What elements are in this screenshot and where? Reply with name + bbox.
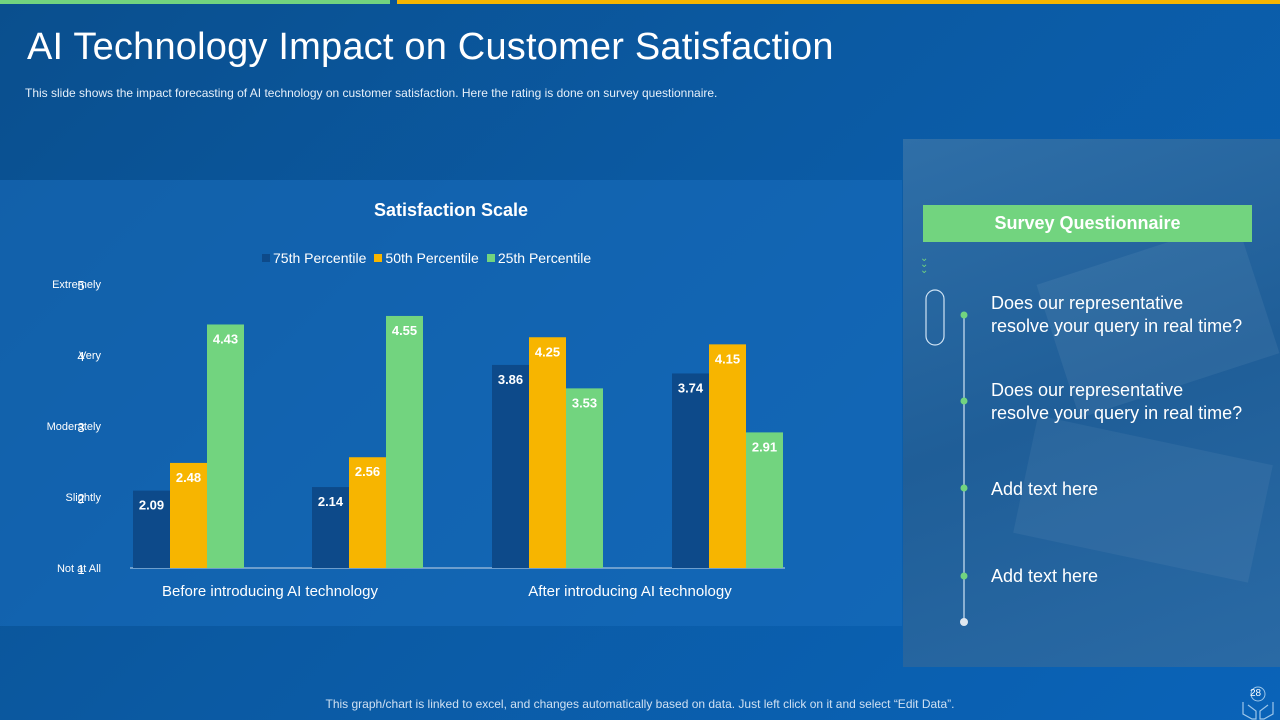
bar-s1-c1 — [349, 457, 386, 568]
data-label-s2-c3: 2.91 — [752, 439, 777, 454]
x-category-label-0: Before introducing AI technology — [162, 583, 378, 600]
y-tick-number-1: 1 — [77, 562, 84, 577]
bar-s1-c0 — [170, 462, 207, 568]
slide-subtitle: This slide shows the impact forecasting … — [25, 86, 718, 100]
x-category-label-1: After introducing AI technology — [528, 583, 732, 600]
footer-note: This graph/chart is linked to excel, and… — [325, 697, 955, 711]
survey-item-2-line-2: resolve your query in real time? — [991, 403, 1243, 423]
survey-item-1: Does our representative resolve your que… — [991, 292, 1242, 338]
top-accent-bar-yellow — [397, 0, 1280, 4]
legend-swatch-50th — [374, 254, 383, 262]
survey-item-1-line-2: resolve your query in real time? — [991, 316, 1243, 336]
data-label-s1-c2: 4.25 — [535, 344, 560, 359]
survey-item-1-line-1: Does our representative — [991, 293, 1184, 313]
y-tick-number-5: 5 — [77, 278, 84, 293]
data-label-s1-c3: 4.15 — [715, 351, 740, 366]
data-label-s1-c0: 2.48 — [176, 470, 201, 485]
legend-item-75th: 75th Percentile — [262, 250, 366, 266]
data-label-s2-c1: 4.55 — [392, 323, 417, 338]
legend-swatch-25th — [486, 254, 495, 262]
bar-s1-c3 — [709, 344, 746, 568]
survey-item-4: Add text here — [991, 565, 1098, 588]
bar-s1-c2 — [529, 337, 566, 568]
bar-s0-c2 — [492, 364, 529, 568]
survey-item-3: Add text here — [991, 478, 1098, 501]
bar-s0-c0 — [133, 490, 170, 568]
y-tick-label-1: Not at All — [57, 563, 101, 575]
bar-s0-c1 — [312, 487, 349, 568]
hands-holding-icon — [1242, 686, 1274, 720]
chevron-down-icon: ⌄ ⌄ ⌄ — [920, 253, 929, 276]
y-tick-number-4: 4 — [77, 349, 84, 364]
bar-s2-c0 — [207, 324, 244, 568]
survey-item-2-line-1: Does our representative — [991, 380, 1184, 400]
legend-item-25th: 25th Percentile — [486, 250, 592, 266]
survey-item-4-line-1: Add text here — [991, 566, 1099, 586]
bar-s2-c2 — [566, 388, 603, 568]
survey-heading: Survey Questionnaire — [923, 205, 1252, 242]
y-tick-label-4: Very — [79, 350, 102, 362]
bar-s2-c3 — [746, 432, 783, 568]
legend-label-75th: 75th Percentile — [273, 250, 367, 266]
survey-item-3-line-1: Add text here — [991, 479, 1099, 499]
chart-title: Satisfaction Scale — [373, 200, 529, 220]
page-number: 28 — [1250, 688, 1262, 699]
data-label-s0-c3: 3.74 — [678, 380, 704, 395]
legend-label-25th: 25th Percentile — [497, 250, 592, 266]
y-tick-label-3: Moderately — [47, 421, 102, 433]
legend-swatch-75th — [262, 254, 270, 262]
legend-label-50th: 50th Percentile — [385, 250, 479, 266]
y-tick-number-2: 2 — [77, 491, 84, 506]
top-accent-bar-green — [0, 0, 390, 4]
bar-s0-c3 — [672, 373, 709, 568]
survey-item-2: Does our representative resolve your que… — [991, 379, 1242, 425]
data-label-s2-c2: 3.53 — [572, 395, 597, 410]
data-label-s0-c1: 2.14 — [318, 494, 344, 509]
y-tick-number-3: 3 — [77, 420, 84, 435]
y-tick-label-5: Extremely — [52, 279, 101, 291]
y-tick-label-2: Slightly — [66, 492, 102, 504]
data-label-s0-c0: 2.09 — [139, 498, 164, 513]
slide-title: AI Technology Impact on Customer Satisfa… — [27, 26, 834, 68]
chart-legend: 75th Percentile 50th Percentile 25th Per… — [262, 250, 591, 266]
data-label-s2-c0: 4.43 — [213, 331, 238, 346]
bar-s2-c1 — [386, 315, 423, 568]
legend-item-50th: 50th Percentile — [374, 250, 479, 266]
data-label-s1-c1: 2.56 — [355, 464, 380, 479]
data-label-s0-c2: 3.86 — [498, 372, 523, 387]
